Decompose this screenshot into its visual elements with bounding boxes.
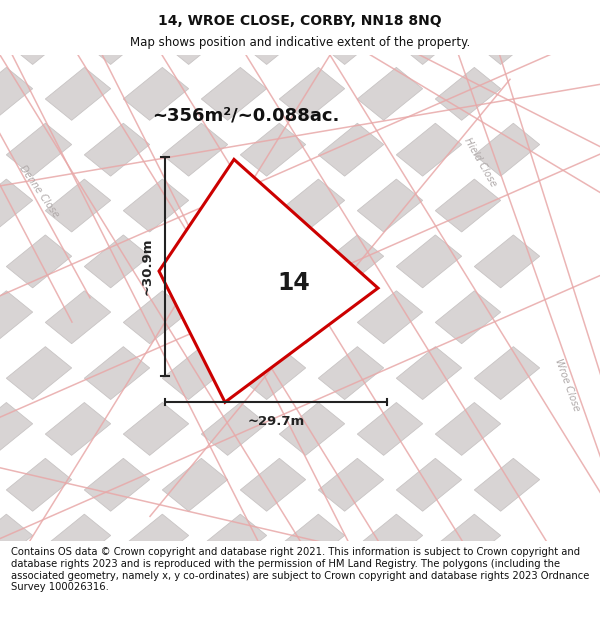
Polygon shape	[241, 235, 305, 288]
Polygon shape	[280, 179, 344, 232]
Polygon shape	[436, 179, 500, 232]
Polygon shape	[7, 11, 71, 64]
Polygon shape	[241, 11, 305, 64]
Polygon shape	[358, 68, 422, 120]
Polygon shape	[280, 514, 344, 567]
Polygon shape	[202, 402, 266, 456]
Polygon shape	[0, 402, 32, 456]
Polygon shape	[46, 402, 110, 456]
Polygon shape	[475, 11, 539, 64]
Polygon shape	[397, 458, 461, 511]
Polygon shape	[163, 123, 227, 176]
Polygon shape	[7, 347, 71, 399]
Polygon shape	[46, 291, 110, 344]
Polygon shape	[85, 123, 149, 176]
Polygon shape	[7, 458, 71, 511]
Polygon shape	[85, 570, 149, 623]
Text: Map shows position and indicative extent of the property.: Map shows position and indicative extent…	[130, 36, 470, 49]
Polygon shape	[280, 291, 344, 344]
Polygon shape	[280, 68, 344, 120]
Polygon shape	[319, 570, 383, 623]
Polygon shape	[163, 11, 227, 64]
Text: ~356m²/~0.088ac.: ~356m²/~0.088ac.	[152, 107, 340, 125]
Polygon shape	[0, 291, 32, 344]
Polygon shape	[241, 347, 305, 399]
Polygon shape	[436, 402, 500, 456]
Polygon shape	[124, 402, 188, 456]
Polygon shape	[436, 291, 500, 344]
Polygon shape	[475, 235, 539, 288]
Polygon shape	[124, 68, 188, 120]
Polygon shape	[241, 123, 305, 176]
Polygon shape	[358, 179, 422, 232]
Polygon shape	[163, 570, 227, 623]
Polygon shape	[358, 514, 422, 567]
Text: Wroe Close: Wroe Close	[553, 357, 581, 413]
Polygon shape	[7, 570, 71, 623]
Polygon shape	[319, 347, 383, 399]
Polygon shape	[319, 458, 383, 511]
Polygon shape	[159, 159, 378, 402]
Polygon shape	[280, 402, 344, 456]
Text: ~29.7m: ~29.7m	[247, 415, 305, 428]
Polygon shape	[202, 291, 266, 344]
Polygon shape	[0, 68, 32, 120]
Text: 14, WROE CLOSE, CORBY, NN18 8NQ: 14, WROE CLOSE, CORBY, NN18 8NQ	[158, 14, 442, 28]
Text: Contains OS data © Crown copyright and database right 2021. This information is : Contains OS data © Crown copyright and d…	[11, 548, 589, 592]
Polygon shape	[0, 179, 32, 232]
Polygon shape	[124, 291, 188, 344]
Polygon shape	[475, 458, 539, 511]
Polygon shape	[358, 402, 422, 456]
Polygon shape	[46, 68, 110, 120]
Polygon shape	[397, 123, 461, 176]
Polygon shape	[46, 514, 110, 567]
Polygon shape	[241, 458, 305, 511]
Text: 14: 14	[278, 271, 310, 295]
Polygon shape	[85, 235, 149, 288]
Polygon shape	[85, 11, 149, 64]
Polygon shape	[358, 291, 422, 344]
Polygon shape	[436, 68, 500, 120]
Polygon shape	[475, 347, 539, 399]
Polygon shape	[85, 458, 149, 511]
Polygon shape	[202, 68, 266, 120]
Polygon shape	[397, 235, 461, 288]
Text: Hield Close: Hield Close	[462, 136, 498, 188]
Polygon shape	[124, 179, 188, 232]
Polygon shape	[475, 570, 539, 623]
Polygon shape	[475, 123, 539, 176]
Polygon shape	[7, 123, 71, 176]
Polygon shape	[319, 123, 383, 176]
Text: Denne Close: Denne Close	[17, 163, 61, 219]
Polygon shape	[0, 514, 32, 567]
Polygon shape	[319, 235, 383, 288]
Polygon shape	[241, 570, 305, 623]
Polygon shape	[7, 235, 71, 288]
Polygon shape	[46, 179, 110, 232]
Polygon shape	[397, 347, 461, 399]
Polygon shape	[85, 347, 149, 399]
Polygon shape	[397, 11, 461, 64]
Polygon shape	[436, 514, 500, 567]
Polygon shape	[163, 347, 227, 399]
Polygon shape	[163, 458, 227, 511]
Polygon shape	[163, 235, 227, 288]
Polygon shape	[202, 179, 266, 232]
Polygon shape	[397, 570, 461, 623]
Text: ~30.9m: ~30.9m	[140, 238, 154, 295]
Polygon shape	[319, 11, 383, 64]
Polygon shape	[202, 514, 266, 567]
Polygon shape	[124, 514, 188, 567]
